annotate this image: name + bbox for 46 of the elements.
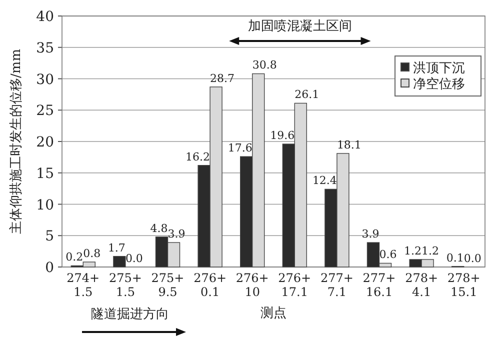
text: 隧道掘进方向 bbox=[91, 306, 169, 322]
data-label: 28.7 bbox=[210, 72, 235, 85]
x-tick-label: 276+ 17.1 bbox=[278, 271, 312, 299]
y-tick-label: 35 bbox=[36, 40, 54, 56]
data-label: 3.9 bbox=[168, 228, 186, 241]
data-label: 30.8 bbox=[252, 58, 277, 72]
data-label: 0.1 bbox=[446, 251, 464, 264]
data-label: 0.8 bbox=[83, 246, 101, 260]
data-label: 1.2 bbox=[404, 244, 422, 258]
data-label: 3.9 bbox=[362, 228, 380, 241]
annotation: 加固喷混凝土区间 bbox=[248, 19, 352, 34]
data-label: 0.0 bbox=[464, 252, 482, 265]
y-tick-label: 5 bbox=[45, 228, 54, 245]
bar bbox=[113, 256, 126, 268]
y-tick-label: 0 bbox=[45, 260, 54, 276]
x-tick-label: 277+ 7.1 bbox=[320, 271, 354, 299]
x-tick-label: 274+ 1.5 bbox=[66, 271, 100, 299]
legend-label: 洪顶下沉 bbox=[413, 61, 465, 76]
data-label: 17.6 bbox=[228, 142, 252, 155]
y-tick-label: 40 bbox=[36, 9, 54, 25]
x-tick-label: 275+ 9.5 bbox=[151, 271, 184, 299]
x-tick-label: 277+ 16.1 bbox=[362, 271, 396, 299]
x-tick-label: 276+ 10 bbox=[236, 271, 269, 299]
data-label: 0.2 bbox=[66, 250, 84, 264]
x-axis-title: 测点 bbox=[260, 306, 286, 321]
data-label: 16.2 bbox=[186, 150, 210, 164]
data-label: 19.6 bbox=[270, 129, 295, 142]
data-label: 0.6 bbox=[379, 248, 397, 262]
data-label: 1.7 bbox=[108, 241, 126, 254]
x-tick-label: 278+ 4.1 bbox=[405, 271, 438, 299]
data-label: 0.0 bbox=[125, 252, 143, 265]
legend-label: 净空位移 bbox=[413, 77, 465, 92]
y-tick-label: 10 bbox=[36, 197, 54, 214]
y-tick-label: 15 bbox=[36, 166, 54, 182]
y-axis-title: 主体仰拱施工时发生的位移/mm bbox=[8, 48, 24, 234]
data-label: 4.8 bbox=[150, 222, 168, 235]
y-tick-label: 25 bbox=[36, 103, 54, 120]
data-label: 26.1 bbox=[294, 88, 320, 102]
data-label: 12.4 bbox=[312, 174, 337, 188]
data-label: 18.1 bbox=[336, 138, 362, 152]
data-label: 1.2 bbox=[422, 244, 440, 258]
x-tick-label: 278+ 15.1 bbox=[447, 271, 480, 299]
x-tick-label: 275+ 1.5 bbox=[108, 271, 142, 299]
y-tick-label: 30 bbox=[36, 72, 54, 88]
y-tick-label: 20 bbox=[36, 134, 54, 150]
x-tick-label: 276+ 0.1 bbox=[194, 271, 227, 299]
